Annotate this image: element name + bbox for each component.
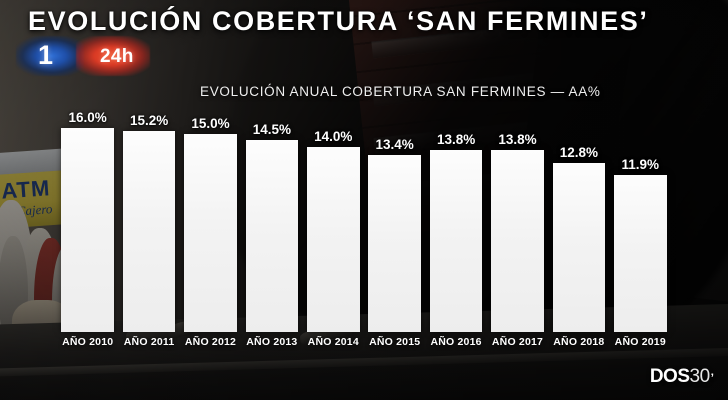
x-axis-tick-label: AÑO 2013 [246,336,298,348]
x-axis-tick-label: AÑO 2012 [184,336,237,348]
bar-rect[interactable] [429,149,483,332]
red-glow-icon [76,36,150,76]
bar-value-label: 15.2% [129,113,169,129]
bar-rect[interactable] [491,149,544,332]
bar-rect[interactable] [184,133,237,332]
bar-value-label: 13.8% [436,131,476,147]
bar-column[interactable]: 14.5% [245,110,299,332]
bar-chart-plot-area: 16.0% 15.2% 15.0% 14.5% 14.0% 13.4% 13.8% 13.8%… [57,110,671,332]
bar-column[interactable]: 13.8% [429,110,483,332]
x-axis-tick-label: AÑO 2019 [614,336,666,348]
bar-column[interactable]: 13.8% [491,110,544,332]
blue-glow-icon [16,36,84,76]
x-axis-tick-label: AÑO 2011 [123,336,175,348]
bar-column[interactable]: 11.9% [614,110,667,332]
bar-value-label: 14.5% [252,122,292,138]
x-axis-tick-label: AÑO 2016 [430,336,482,348]
channel-number-label: 1 [38,40,54,70]
bar-rect[interactable] [307,147,360,332]
bar-value-label: 13.8% [498,131,537,147]
page-title: EVOLUCIÓN COBERTURA ‘SAN FERMINES’ [28,6,649,36]
bar-column[interactable]: 13.4% [368,110,421,332]
bar-rect[interactable] [368,154,421,332]
bar-column[interactable]: 15.2% [122,110,176,332]
x-axis-labels: AÑO 2010 AÑO 2011 AÑO 2012 AÑO 2013 AÑO 2014… [57,336,671,352]
bar-rect[interactable] [122,131,176,332]
bar-rect[interactable] [61,128,114,332]
bar-column[interactable]: 16.0% [61,110,114,332]
watermark-tick-icon: ’ [710,371,714,385]
chart-title: EVOLUCIÓN ANUAL COBERTURA SAN FERMINES —… [200,84,601,99]
bar-value-label: 15.0% [191,115,230,131]
channel-24h-label: 24h [100,46,134,67]
bar-value-label: 16.0% [68,110,107,125]
watermark-30-text: 30 [689,366,711,387]
x-axis-tick-label: AÑO 2018 [553,336,605,348]
x-axis-tick-label: AÑO 2014 [307,336,359,348]
bar-rect[interactable] [552,162,606,332]
bar-rect[interactable] [245,140,299,332]
bar-column[interactable]: 12.8% [552,110,606,332]
bar-value-label: 11.9% [621,156,660,172]
x-axis-tick-label: AÑO 2017 [491,336,544,348]
bar-value-label: 12.8% [559,144,599,160]
x-axis-tick-label: AÑO 2015 [369,336,421,348]
bar-rect[interactable] [614,174,667,332]
bar-column[interactable]: 14.0% [307,110,360,332]
bar-value-label: 14.0% [314,129,353,144]
watermark-dos-text: DOS [649,366,690,387]
x-axis-tick-label: AÑO 2010 [62,336,114,348]
dos30-watermark: DOS 30 ’ [650,366,714,388]
channel-logo: 1 24h [16,36,150,76]
bar-value-label: 13.4% [375,136,414,152]
bar-column[interactable]: 15.0% [184,110,237,332]
